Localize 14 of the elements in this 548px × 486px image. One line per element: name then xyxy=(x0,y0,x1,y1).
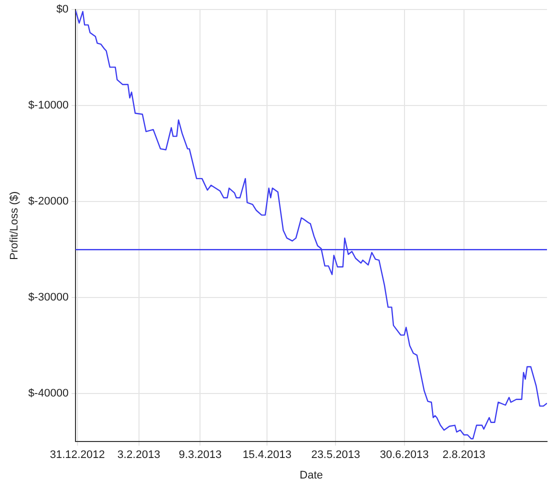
x-tick-label: 23.5.2013 xyxy=(311,449,360,462)
x-tick-label: 15.4.2013 xyxy=(242,449,292,462)
y-tick-label: $-40000 xyxy=(28,388,69,400)
x-axis-title: Date xyxy=(300,469,323,482)
y-tick-label: $0 xyxy=(56,4,69,16)
x-tick-label: 30.6.2013 xyxy=(380,449,429,462)
x-tick-label: 9.3.2013 xyxy=(178,449,222,462)
x-tick-label: 3.2.2013 xyxy=(117,449,160,462)
y-tick-label: $-20000 xyxy=(28,196,69,208)
x-tick-label: 2.8.2013 xyxy=(442,449,486,462)
y-axis-title: Profit/Loss ($) xyxy=(8,191,21,260)
x-tick-label: 31.12.2012 xyxy=(50,449,105,462)
y-tick-label: $-10000 xyxy=(28,100,69,112)
y-tick-label: $-30000 xyxy=(28,292,69,304)
